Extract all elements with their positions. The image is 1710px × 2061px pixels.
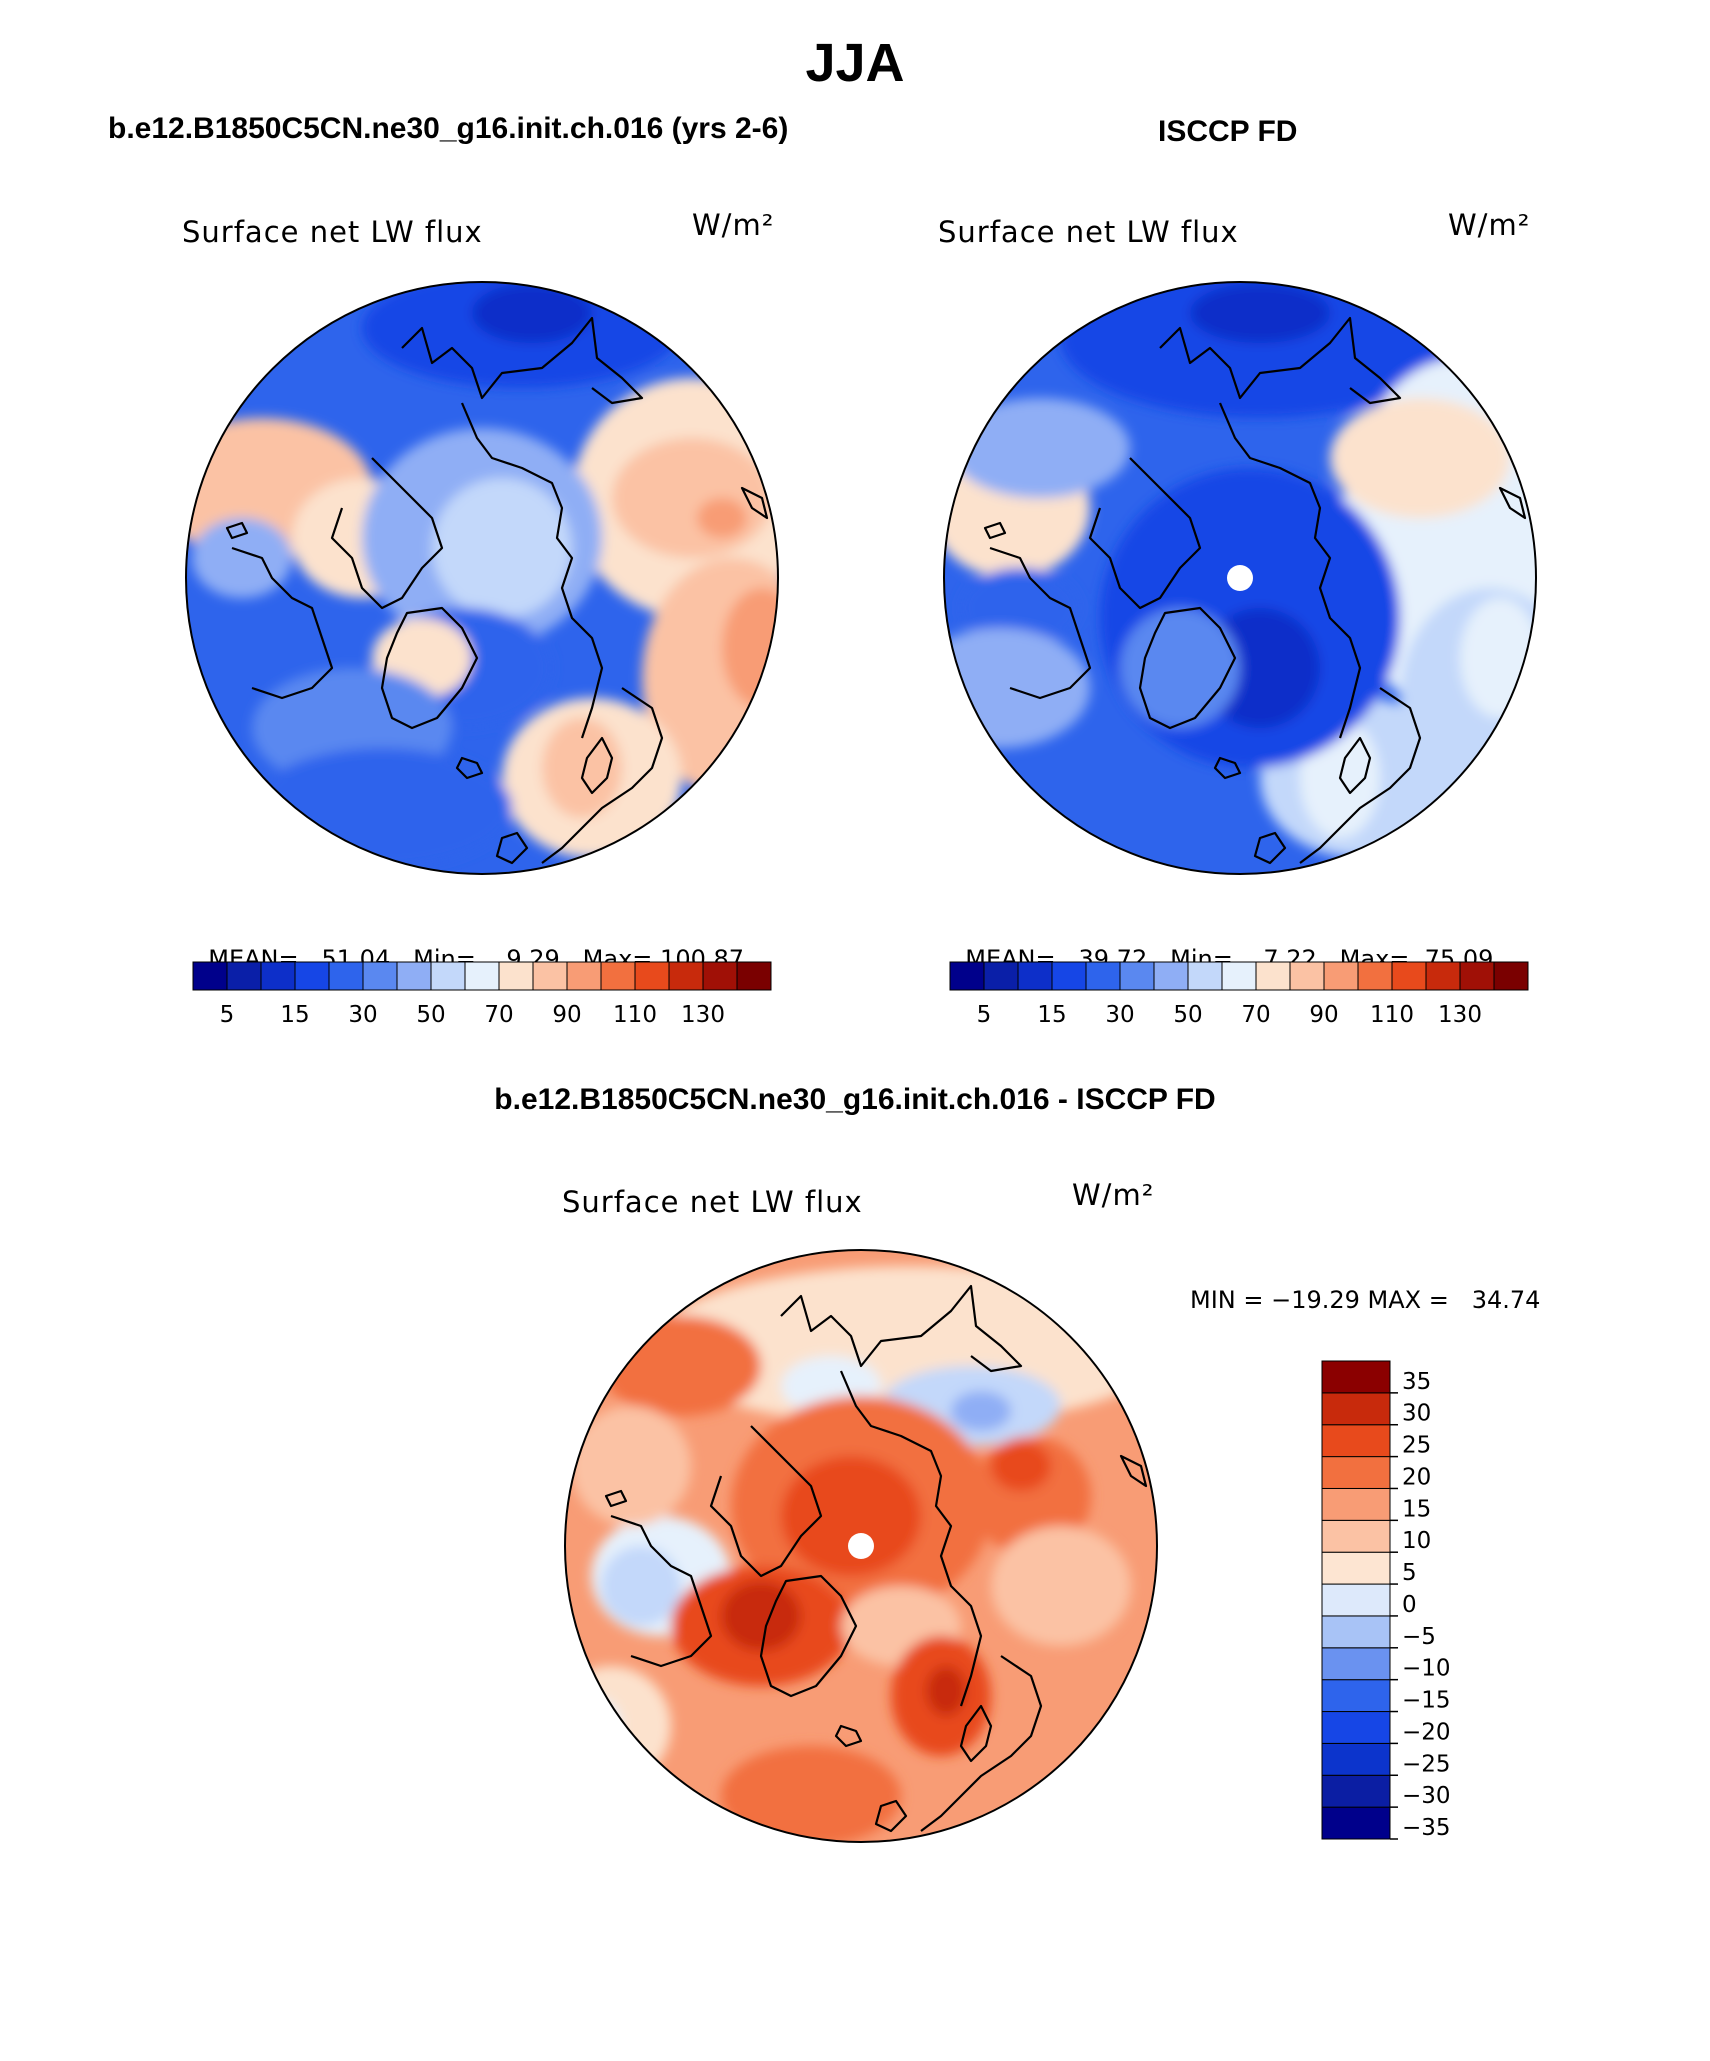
colorbar-swatch (1051, 961, 1087, 991)
colorbar-swatch (1017, 961, 1053, 991)
colorbar-swatch (1321, 1742, 1391, 1776)
colorbar-swatch (702, 961, 738, 991)
colorbar-tick-label: −10 (1402, 1656, 1451, 1682)
colorbar-swatch (1321, 1551, 1391, 1585)
colorbar-tick-label: −20 (1402, 1719, 1451, 1745)
colorbar-tick-label: 70 (1241, 1002, 1270, 1028)
colorbar-swatch (1321, 1487, 1391, 1521)
colorbar-swatch (1321, 1519, 1391, 1553)
colorbar-swatch (1321, 1456, 1391, 1489)
colorbar-tick-label: 30 (348, 1002, 377, 1028)
colorbar-tick-label: 20 (1402, 1464, 1431, 1490)
colorbar-swatch (464, 961, 500, 991)
colorbar-swatch (983, 961, 1019, 991)
colorbar-obs: 5 15 30 50 70 90 110 130 (949, 961, 1529, 1028)
variable-label-model: Surface net LW flux (182, 215, 483, 249)
colorbar-model: 5 15 30 50 70 90 110 130 (192, 961, 772, 1028)
colorbar-swatch (736, 961, 772, 991)
units-label-model: W/m² (692, 208, 775, 242)
colorbar-tick-label: 0 (1402, 1592, 1417, 1618)
colorbar-tick-label: 5 (220, 1002, 235, 1028)
colorbar-swatch (532, 961, 568, 991)
colorbar-swatch (1187, 961, 1223, 991)
colorbar-tick-label: 130 (681, 1002, 725, 1028)
colorbar-swatch (600, 961, 636, 991)
colorbar-swatch (1321, 1583, 1391, 1617)
colorbar-tick-label: 90 (1309, 1002, 1338, 1028)
colorbar-tick-label: 30 (1105, 1002, 1134, 1028)
colorbar-tick-label: 5 (1402, 1560, 1417, 1586)
colorbar-swatch (1321, 1711, 1391, 1744)
colorbar-swatch (949, 961, 985, 991)
colorbar-swatch (1321, 1615, 1391, 1649)
colorbar-swatch (1289, 961, 1325, 991)
colorbar-tick-label: −30 (1402, 1783, 1451, 1809)
colorbar-tick-label: 35 (1402, 1369, 1431, 1395)
colorbar-swatch (1323, 961, 1359, 991)
colorbar-swatch (396, 961, 432, 991)
colorbar-swatch (328, 961, 364, 991)
colorbar-swatch (1255, 961, 1291, 991)
colorbar-diff: 35 30 25 20 15 10 5 0 −5 −10 −15 −20 −25 −30 −35 (1321, 1360, 1451, 1841)
colorbar-swatch (1357, 961, 1393, 991)
colorbar-swatch (566, 961, 602, 991)
colorbar-swatch (1321, 1679, 1391, 1713)
colorbar-swatch (260, 961, 296, 991)
colorbar-swatch (1119, 961, 1155, 991)
colorbar-swatch (1391, 961, 1427, 991)
colorbar-swatch (1085, 961, 1121, 991)
units-label-obs: W/m² (1448, 208, 1531, 242)
colorbar-tick-label: 15 (1037, 1002, 1066, 1028)
colorbar-tick-label: −15 (1402, 1688, 1451, 1714)
colorbar-tick-label: 15 (280, 1002, 309, 1028)
colorbar-swatch (1459, 961, 1495, 991)
colorbar-swatch (668, 961, 704, 991)
panel-header-obs: ISCCP FD (1158, 115, 1298, 148)
colorbar-swatch (362, 961, 398, 991)
colorbar-tick-label: 10 (1402, 1528, 1431, 1554)
colorbar-swatch (1321, 1360, 1391, 1394)
polar-map-obs (943, 281, 1537, 875)
colorbar-swatch (498, 961, 534, 991)
pole-hole-obs (1227, 565, 1253, 591)
variable-label-obs: Surface net LW flux (938, 215, 1239, 249)
units-label-diff: W/m² (1072, 1178, 1155, 1212)
colorbar-tick-label: 25 (1402, 1433, 1431, 1459)
colorbar-swatch (1221, 961, 1257, 991)
minmax-diff: MIN = −19.29 MAX = 34.74 (1190, 1286, 1541, 1314)
colorbar-swatch (1321, 1424, 1391, 1458)
colorbar-swatch (192, 961, 228, 991)
colorbar-swatch (634, 961, 670, 991)
figure-title: JJA (805, 33, 905, 93)
colorbar-swatch (1321, 1647, 1391, 1681)
colorbar-tick-label: −35 (1402, 1815, 1451, 1841)
colorbar-swatch (1425, 961, 1461, 991)
colorbar-tick-label: 5 (977, 1002, 992, 1028)
colorbar-tick-label: 130 (1438, 1002, 1482, 1028)
variable-label-diff: Surface net LW flux (562, 1185, 863, 1219)
colorbar-tick-label: −5 (1402, 1624, 1436, 1650)
colorbar-swatch (1321, 1392, 1391, 1426)
colorbar-tick-label: 30 (1402, 1401, 1431, 1427)
colorbar-tick-label: −25 (1402, 1751, 1451, 1777)
colorbar-swatch (294, 961, 330, 991)
polar-map-model (185, 281, 779, 875)
panel-header-model: b.e12.B1850C5CN.ne30_g16.init.ch.016 (yr… (108, 112, 789, 145)
colorbar-tick-label: 15 (1402, 1496, 1431, 1522)
colorbar-tick-label: 50 (1173, 1002, 1202, 1028)
colorbar-swatch (1321, 1806, 1391, 1840)
panel-header-diff: b.e12.B1850C5CN.ne30_g16.init.ch.016 - I… (494, 1083, 1216, 1116)
colorbar-tick-label: 90 (552, 1002, 581, 1028)
pole-hole-diff (848, 1533, 874, 1559)
colorbar-tick-label: 110 (1370, 1002, 1414, 1028)
colorbar-tick-label: 70 (484, 1002, 513, 1028)
colorbar-tick-label: 50 (416, 1002, 445, 1028)
colorbar-swatch (430, 961, 466, 991)
polar-map-diff (564, 1249, 1158, 1843)
colorbar-swatch (1493, 961, 1529, 991)
colorbar-swatch (226, 961, 262, 991)
colorbar-swatch (1153, 961, 1189, 991)
colorbar-tick-label: 110 (613, 1002, 657, 1028)
colorbar-swatch (1321, 1774, 1391, 1808)
